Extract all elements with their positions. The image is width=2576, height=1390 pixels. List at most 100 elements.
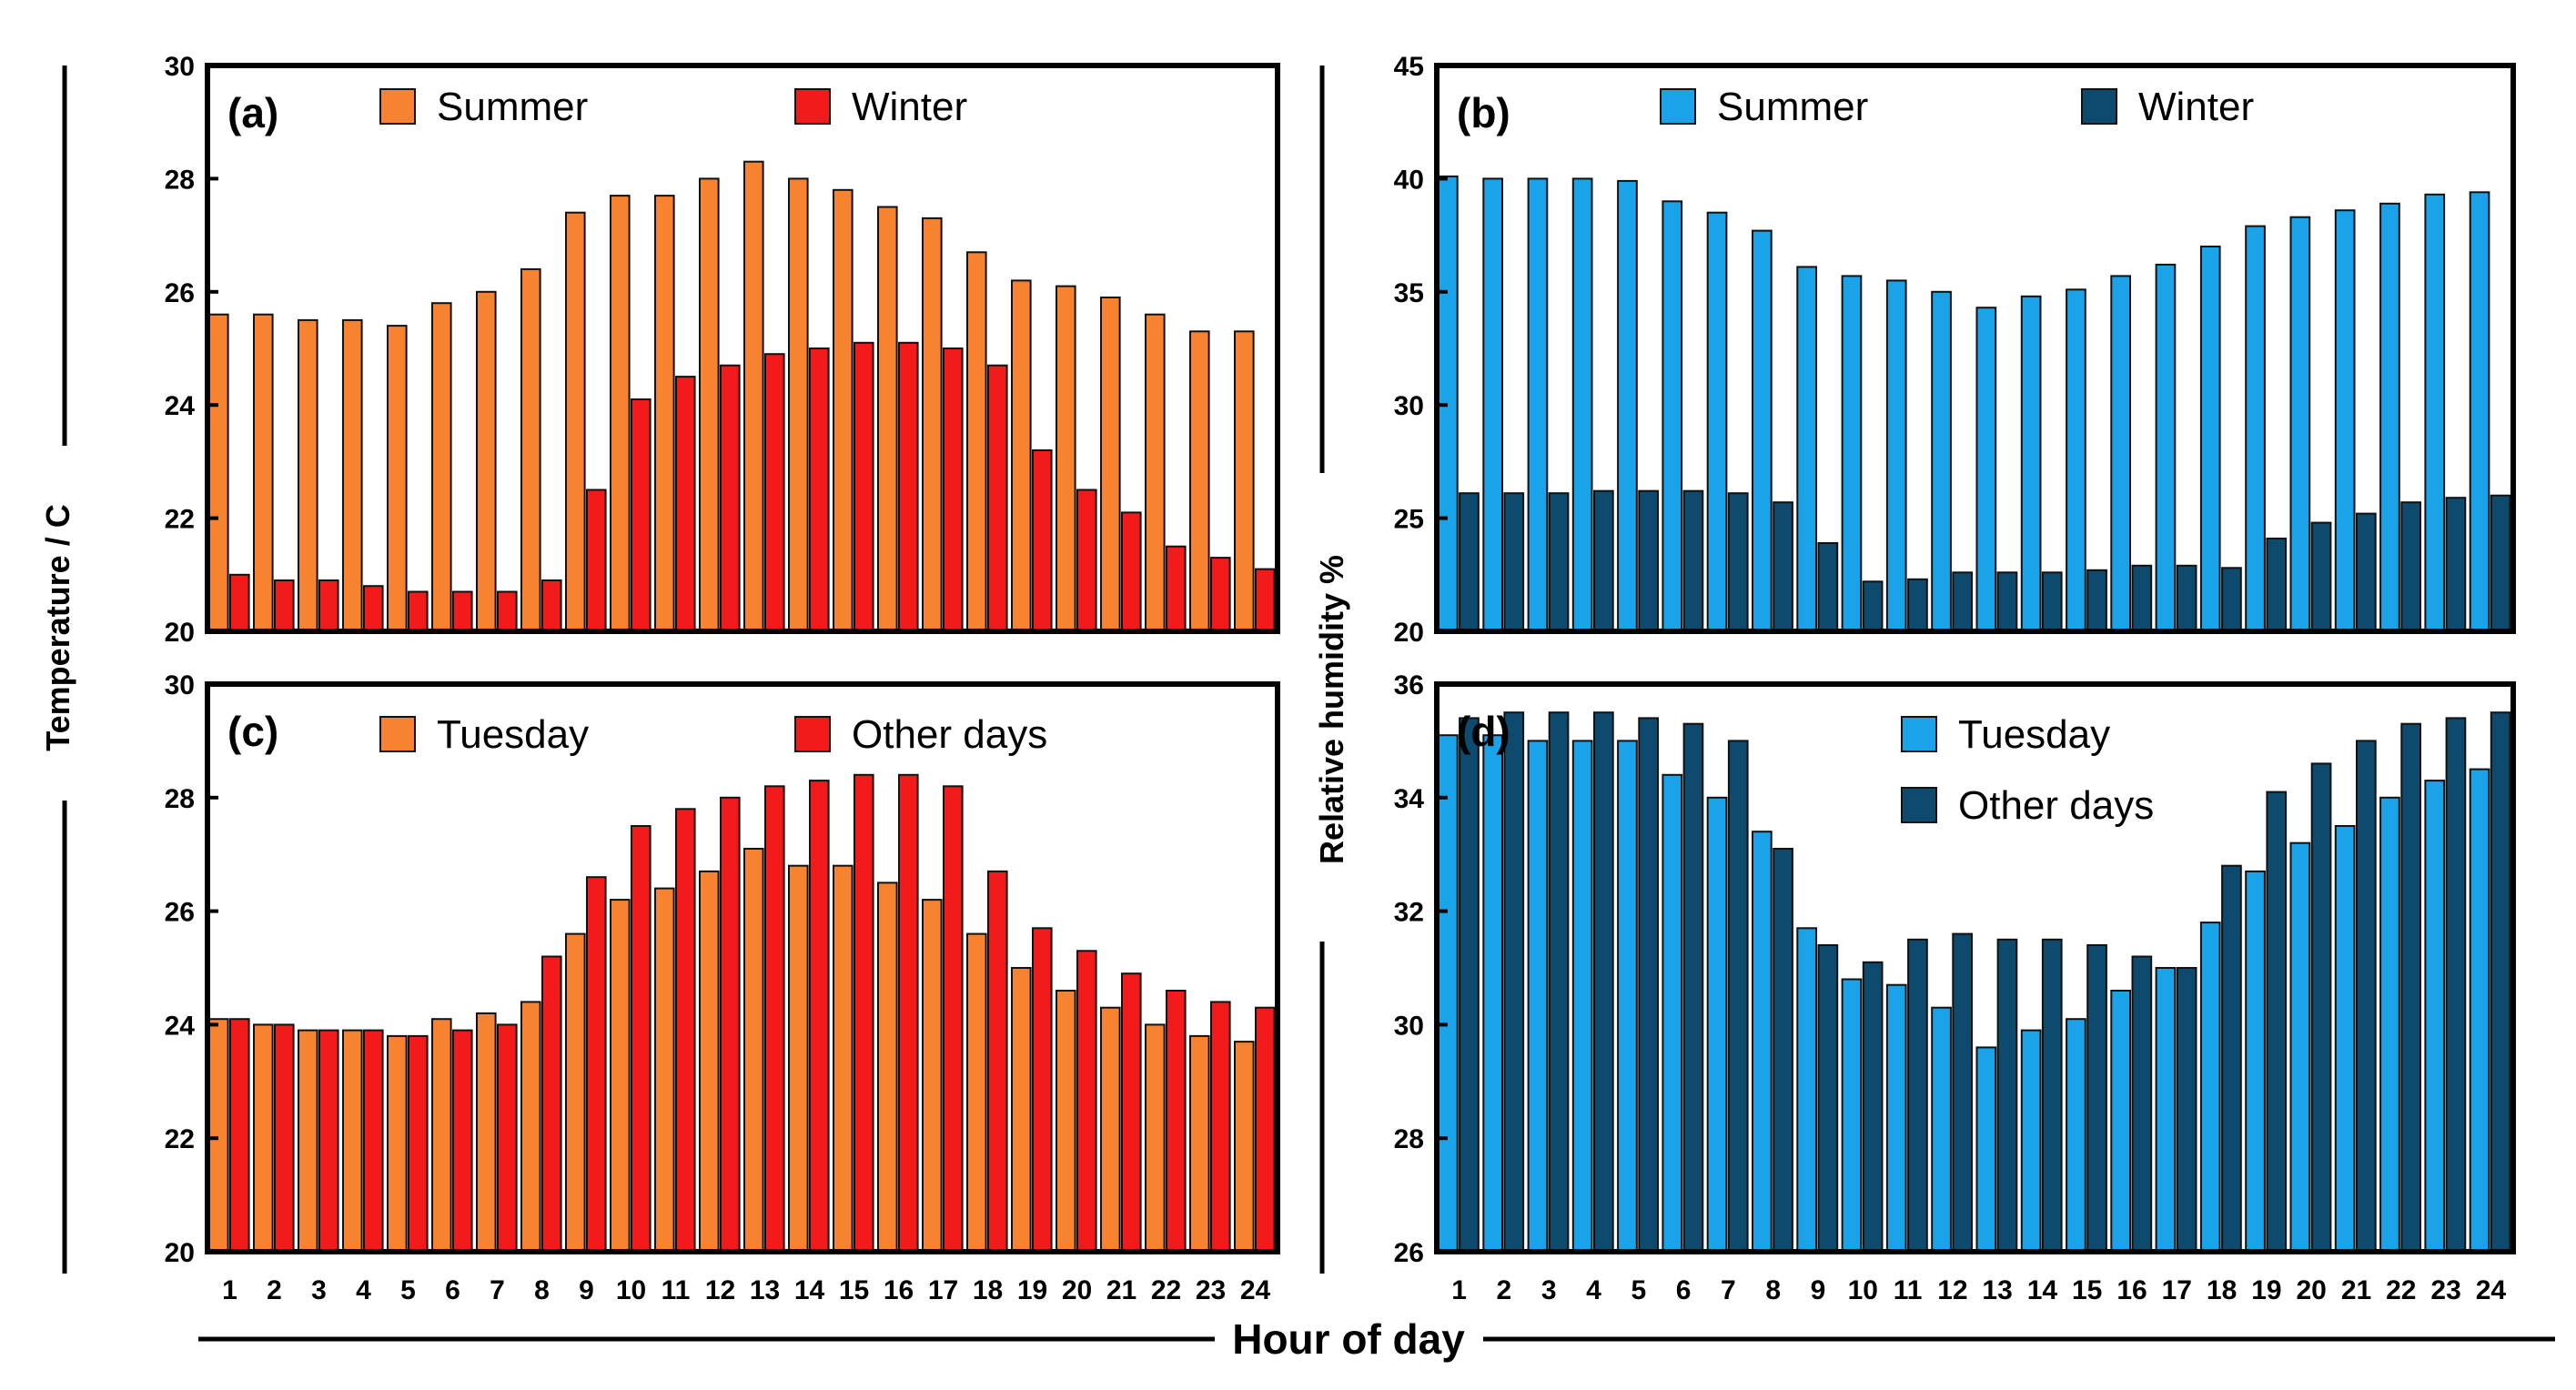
ytick-label-a-24: 24 bbox=[165, 391, 196, 421]
bar-c-other-days-6 bbox=[452, 1029, 473, 1253]
xtick-label-d-20: 20 bbox=[2297, 1275, 2327, 1305]
bar-d-tuesday-2 bbox=[1482, 734, 1504, 1253]
bar-a-winter-8 bbox=[541, 579, 562, 632]
bar-b-summer-9 bbox=[1796, 266, 1818, 632]
bar-c-tuesday-14 bbox=[788, 864, 809, 1253]
bar-d-other-days-9 bbox=[1817, 944, 1839, 1253]
bar-d-tuesday-13 bbox=[1975, 1046, 1997, 1254]
xtick-label-c-24: 24 bbox=[1240, 1275, 1271, 1305]
legend-swatch-a-1 bbox=[794, 88, 831, 125]
bar-a-summer-21 bbox=[1100, 297, 1121, 632]
bar-d-tuesday-22 bbox=[2379, 796, 2400, 1253]
bar-b-summer-18 bbox=[2199, 246, 2221, 632]
bar-d-tuesday-16 bbox=[2110, 990, 2132, 1253]
xtick-label-c-7: 7 bbox=[490, 1275, 505, 1305]
bar-c-tuesday-4 bbox=[342, 1029, 363, 1253]
plot-frame-d bbox=[1434, 681, 2516, 1254]
bar-a-winter-4 bbox=[363, 585, 384, 633]
xtick-label-d-16: 16 bbox=[2116, 1275, 2147, 1305]
xtick-label-c-6: 6 bbox=[445, 1275, 460, 1305]
bar-b-summer-7 bbox=[1706, 211, 1728, 632]
xtick-label-d-12: 12 bbox=[1937, 1275, 1967, 1305]
bar-c-other-days-11 bbox=[675, 808, 696, 1253]
bar-c-tuesday-8 bbox=[520, 1001, 541, 1254]
ytick-label-c-22: 22 bbox=[165, 1124, 195, 1154]
bar-c-tuesday-16 bbox=[877, 881, 898, 1254]
bar-c-tuesday-12 bbox=[699, 870, 720, 1254]
bar-b-winter-9 bbox=[1817, 542, 1839, 632]
bar-d-other-days-8 bbox=[1773, 848, 1793, 1253]
bar-c-tuesday-10 bbox=[610, 899, 631, 1253]
xtick-label-d-14: 14 bbox=[2027, 1275, 2058, 1305]
bar-d-other-days-3 bbox=[1548, 711, 1570, 1253]
bar-a-summer-12 bbox=[699, 177, 720, 632]
bar-d-tuesday-6 bbox=[1662, 773, 1683, 1253]
bar-b-winter-7 bbox=[1727, 492, 1749, 633]
bar-a-winter-5 bbox=[408, 590, 429, 632]
bar-d-other-days-6 bbox=[1682, 722, 1704, 1253]
bar-a-summer-9 bbox=[565, 211, 586, 632]
xtick-label-c-3: 3 bbox=[311, 1275, 327, 1305]
bar-a-winter-14 bbox=[809, 348, 830, 632]
bar-d-other-days-4 bbox=[1593, 711, 1614, 1253]
bar-b-summer-12 bbox=[1931, 290, 1952, 632]
bar-a-summer-22 bbox=[1145, 313, 1166, 632]
bar-b-summer-8 bbox=[1752, 229, 1773, 632]
bar-a-summer-7 bbox=[476, 290, 497, 632]
bar-d-tuesday-17 bbox=[2155, 967, 2177, 1253]
bar-b-summer-3 bbox=[1527, 177, 1549, 632]
bar-b-summer-13 bbox=[1975, 307, 1997, 632]
ytick-label-b-40: 40 bbox=[1394, 165, 1424, 195]
bar-c-tuesday-9 bbox=[565, 932, 586, 1253]
bar-a-summer-4 bbox=[342, 318, 363, 632]
bar-a-summer-13 bbox=[743, 160, 764, 632]
bar-a-summer-23 bbox=[1189, 330, 1210, 632]
bar-b-summer-24 bbox=[2469, 191, 2490, 633]
bar-d-other-days-14 bbox=[2041, 938, 2063, 1254]
bar-b-summer-15 bbox=[2066, 288, 2086, 632]
bar-b-summer-22 bbox=[2379, 202, 2400, 633]
ytick-label-a-28: 28 bbox=[165, 165, 195, 195]
bar-d-tuesday-15 bbox=[2066, 1018, 2086, 1253]
ytick-label-b-45: 45 bbox=[1394, 52, 1424, 82]
plot-frame-c bbox=[205, 681, 1280, 1254]
bar-a-summer-11 bbox=[654, 195, 675, 632]
panel-label-d: (d) bbox=[1457, 708, 1510, 755]
bar-b-winter-4 bbox=[1593, 489, 1614, 633]
bar-b-summer-21 bbox=[2334, 209, 2356, 632]
bar-c-other-days-22 bbox=[1166, 990, 1187, 1253]
bar-d-other-days-2 bbox=[1503, 711, 1525, 1253]
ytick-label-d-28: 28 bbox=[1394, 1124, 1424, 1154]
bar-d-other-days-12 bbox=[1952, 932, 1974, 1253]
bar-c-other-days-8 bbox=[541, 955, 562, 1253]
bar-a-winter-1 bbox=[229, 573, 250, 632]
panel-label-c: (c) bbox=[227, 708, 278, 755]
bar-c-tuesday-1 bbox=[208, 1018, 229, 1253]
bar-c-other-days-16 bbox=[898, 773, 919, 1253]
bar-b-winter-17 bbox=[2176, 564, 2197, 632]
bar-b-winter-19 bbox=[2266, 538, 2288, 632]
bar-d-tuesday-3 bbox=[1527, 740, 1549, 1253]
panel-a: 20 22 24 26 28 30 (a) Summer Winter bbox=[165, 52, 1280, 648]
bar-b-winter-5 bbox=[1638, 489, 1660, 633]
bar-a-winter-21 bbox=[1121, 511, 1142, 633]
bar-d-tuesday-11 bbox=[1885, 983, 1907, 1253]
panel-label-a: (a) bbox=[227, 89, 278, 136]
bar-d-other-days-11 bbox=[1907, 938, 1928, 1254]
bar-a-winter-20 bbox=[1076, 489, 1097, 632]
bar-c-other-days-2 bbox=[274, 1023, 295, 1254]
bar-a-summer-14 bbox=[788, 177, 809, 632]
bar-c-tuesday-2 bbox=[253, 1023, 274, 1254]
bar-c-other-days-3 bbox=[318, 1029, 339, 1253]
bar-c-other-days-15 bbox=[854, 773, 874, 1253]
xtick-label-c-18: 18 bbox=[973, 1275, 1003, 1305]
bar-c-tuesday-6 bbox=[431, 1018, 452, 1253]
xtick-label-d-23: 23 bbox=[2430, 1275, 2460, 1305]
bar-c-other-days-5 bbox=[408, 1034, 429, 1254]
ytick-label-d-34: 34 bbox=[1394, 784, 1425, 814]
bar-a-winter-10 bbox=[631, 398, 652, 632]
bar-a-summer-8 bbox=[520, 267, 541, 632]
xtick-label-c-16: 16 bbox=[884, 1275, 914, 1305]
